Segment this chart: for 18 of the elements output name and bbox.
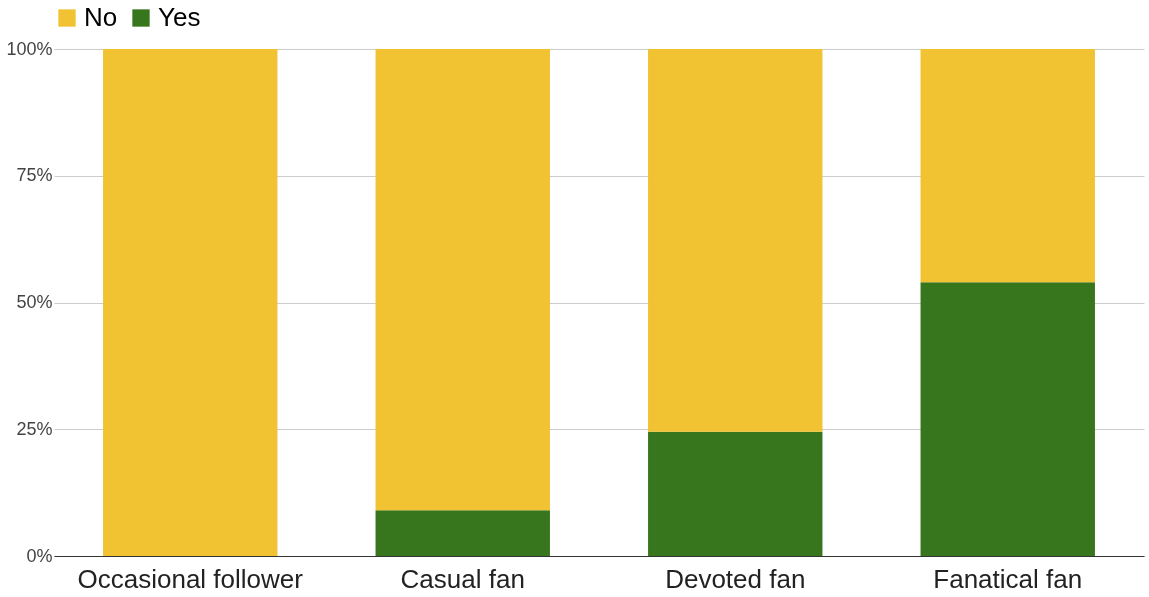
x-tick-label: Occasional follower [77,563,304,594]
x-tick-label: Casual fan [400,563,525,594]
bar [648,431,823,556]
y-tick-label: 25% [16,418,53,439]
x-tick-label: Devoted fan [665,563,806,594]
y-tick-label: 50% [16,292,53,312]
bar [103,49,278,556]
legend-label: Yes [158,2,201,32]
y-tick-label: 100% [6,38,53,59]
legend-label: No [84,2,118,32]
y-tick-label: 75% [16,165,53,186]
bar [648,49,823,432]
x-tick-label: Fanatical fan [933,563,1083,594]
y-tick-label: 0% [26,545,53,566]
bar [920,282,1095,556]
bar [375,510,550,556]
bar [375,49,550,511]
bar [920,49,1095,283]
